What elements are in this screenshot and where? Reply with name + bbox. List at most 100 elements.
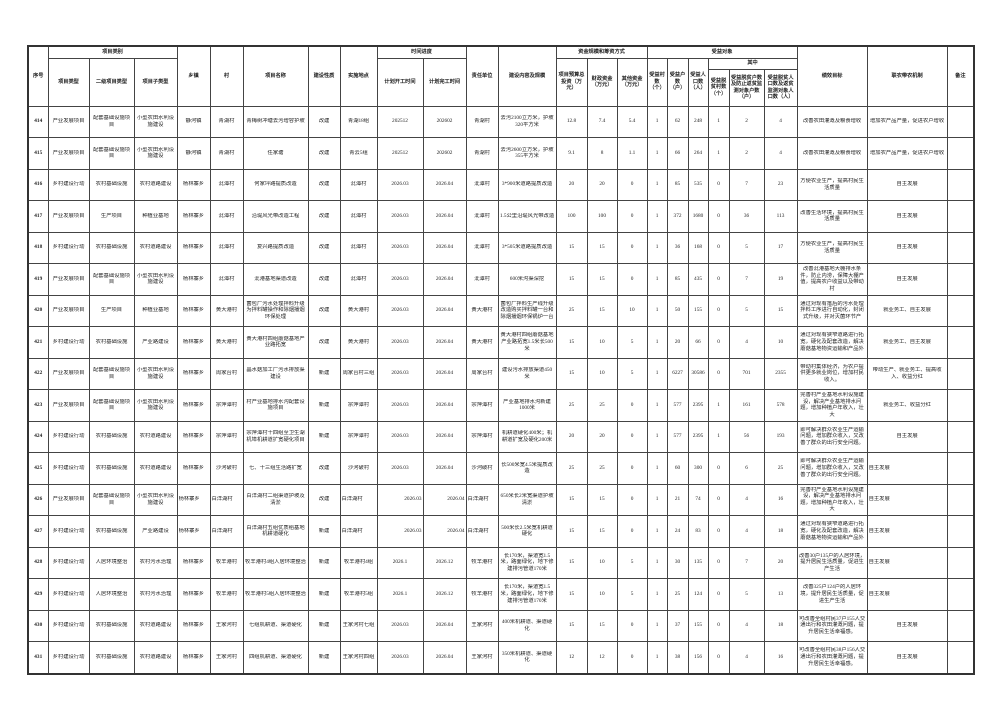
cell-other-funds: 0: [616, 515, 648, 548]
cell-ben-villages: 1: [646, 609, 668, 642]
cell-text: 25: [568, 464, 575, 471]
cell-township: 静河镇: [176, 105, 211, 138]
cell-ben-poor-population: 18: [763, 609, 798, 642]
cell-text: 2026.03: [391, 275, 409, 282]
cell-content-scale: 去污2600立方米，护坡355平方米: [497, 137, 557, 170]
cell-ben-poor-households: 4: [728, 483, 765, 516]
cell-construction-nature: 改建: [307, 105, 341, 138]
cell-text: 王家河村: [215, 622, 238, 629]
cell-project-name: 村产业基地排水沟配套设施项目: [242, 389, 309, 422]
cell-text: 577: [673, 401, 682, 408]
cell-plan-start: 2026.1: [376, 546, 424, 579]
cell-text: 宗萍潭村: [347, 433, 370, 440]
cell-text: 1: [717, 401, 720, 408]
cell-text: 25: [568, 307, 575, 314]
cell-text: 1: [655, 496, 659, 503]
cell-plan-end: 2026.04: [422, 515, 467, 548]
table-row: 421 乡村建设行动 农村基础设施 产业路建设 杨林寨乡 黄大港村 黄大港村四组蘑菇基地产业…: [27, 326, 975, 359]
cell-text: 20: [777, 559, 784, 566]
cell-text: 50: [674, 307, 681, 314]
cell-text: 2026.03: [391, 622, 409, 629]
cell-text: 1: [655, 527, 659, 534]
cell-text: 杨林寨乡: [182, 212, 205, 219]
cell-township: 杨林寨乡: [176, 546, 211, 579]
cell-text: 15: [568, 338, 575, 345]
cell-text: 36: [743, 212, 750, 219]
cell-text: 2026.03: [404, 527, 422, 534]
cell-ben-villages: 1: [646, 137, 668, 170]
cell-content-scale: 去污2100立方米，护坡320平方米: [497, 105, 557, 138]
cell-text: 白洋湖村: [211, 527, 233, 534]
cell-content-scale: 650米长2米宽渠道护坡清淤: [497, 483, 557, 516]
cell-text: 沘潭村: [350, 212, 367, 219]
cell-text: 乡村建设行动: [52, 181, 85, 188]
cell-text: 5: [745, 307, 748, 314]
cell-remarks: [946, 137, 975, 170]
table-row: 415 产业发展项目 配套基础设施项目 小型农田水利设施建设 静河镇 青湖村 任家塘 改建 青云…: [27, 137, 975, 170]
cell-performance-goal: 方便农业生产，提高村民生活质量: [796, 168, 868, 201]
cell-ben-population: 2395: [687, 389, 709, 422]
cell-text: 农村道路建设: [139, 244, 172, 251]
cell-other-funds: 5: [616, 578, 648, 611]
cell-ben-households: 372: [666, 200, 689, 233]
cell-plan-start: 2026.03: [376, 200, 424, 233]
cell-text: 83: [695, 527, 701, 534]
cell-text: 产业发展项目: [52, 118, 85, 125]
cell-sub-type: 农村道路建设: [133, 452, 178, 485]
cell-ben-villages: 1: [646, 294, 668, 327]
cell-text: 202512: [392, 118, 408, 125]
cell-text: 66: [674, 149, 681, 156]
cell-text: 1: [655, 653, 659, 660]
cell-remarks: [946, 452, 975, 485]
cell-responsible-unit: 青湖村: [465, 137, 499, 170]
cell-text: 通过对现有狭窄道路进行拓宽，硬化及配套改造，解决蘑菇基地物资运输和产品外: [800, 521, 864, 541]
cell-text: 423: [34, 401, 43, 408]
cell-level2-type: 农村基础设施: [88, 609, 135, 642]
cell-project-name: 菌包厂污水处理拌料升级为拌料罐操作和除烟播烟环保处理: [242, 294, 309, 327]
cell-content-scale: 产业基地排水沟新建1000米: [497, 389, 557, 422]
cell-performance-goal: 改善325户124户的人居环境，提升居民生活质量，促进生产生活: [796, 578, 868, 611]
cell-text: 15: [777, 307, 784, 314]
cell-project-name: 何家坪路提质改造: [242, 168, 309, 201]
cell-project-type: 乡村建设行动: [47, 546, 90, 579]
cell-ben-population: 156: [687, 641, 709, 674]
cell-remarks: [946, 357, 975, 390]
cell-village: 宗萍潭村: [209, 420, 244, 453]
cell-text: 沘港基地渠道改造: [254, 275, 297, 282]
cell-text: 农村污水治理: [139, 559, 172, 566]
cell-text: 配套基础设施项目: [92, 398, 131, 412]
table-row: 414 产业发展项目 配套基础设施项目 小型农田水利设施建设 静河镇 青湖村 青梅树冲塘去污…: [27, 105, 975, 138]
cell-text: 种植业基地: [142, 307, 169, 314]
cell-ben-population: 74: [687, 483, 709, 516]
cell-remarks: [946, 578, 975, 611]
cell-construction-nature: 新建: [307, 420, 341, 453]
cell-ben-poor-villages: 0: [707, 641, 730, 674]
cell-text: 400米机耕道、渠道硬化: [501, 619, 553, 632]
cell-performance-goal: 带动村集体经济，为农户提供更多就业岗位，增加村民收入。: [796, 357, 868, 390]
cell-township: 杨林寨乡: [176, 420, 211, 453]
header-sub-type: 项目子类型: [133, 57, 178, 107]
cell-text: 0: [717, 370, 720, 377]
cell-ben-poor-households: 701: [728, 357, 765, 390]
cell-text: 自主发展: [868, 559, 890, 566]
cell-text: 1: [655, 559, 659, 566]
cell-text: 自主发展: [868, 590, 890, 597]
cell-other-funds: 0: [616, 231, 648, 264]
cell-plan-end: 2026.04: [422, 263, 467, 296]
cell-farmer-linkage: 自主发展: [866, 483, 948, 516]
cell-text: 12: [599, 653, 605, 660]
cell-text: 去污2100立方米，护坡320平方米: [500, 115, 554, 128]
table-row: 428 乡村建设行动 人居环境整治 农村污水治理 杨林寨乡 牧羊港村 牧羊港村4组人居环境整…: [27, 546, 975, 579]
cell-text: 增加农产品产量，促进农户增收: [869, 118, 945, 125]
cell-text: 535: [694, 181, 702, 188]
cell-text: 0: [630, 401, 634, 408]
cell-ben-poor-population: 15: [763, 294, 798, 327]
cell-text: 2395: [692, 401, 704, 408]
cell-text: 1: [655, 370, 659, 377]
cell-ben-villages: 1: [646, 546, 668, 579]
cell-text: 264: [694, 149, 702, 156]
cell-sub-type: 农村污水治理: [133, 578, 178, 611]
cell-text: 10: [599, 338, 605, 345]
cell-text: 新建: [318, 433, 330, 440]
cell-text: 2026.12: [435, 559, 454, 566]
